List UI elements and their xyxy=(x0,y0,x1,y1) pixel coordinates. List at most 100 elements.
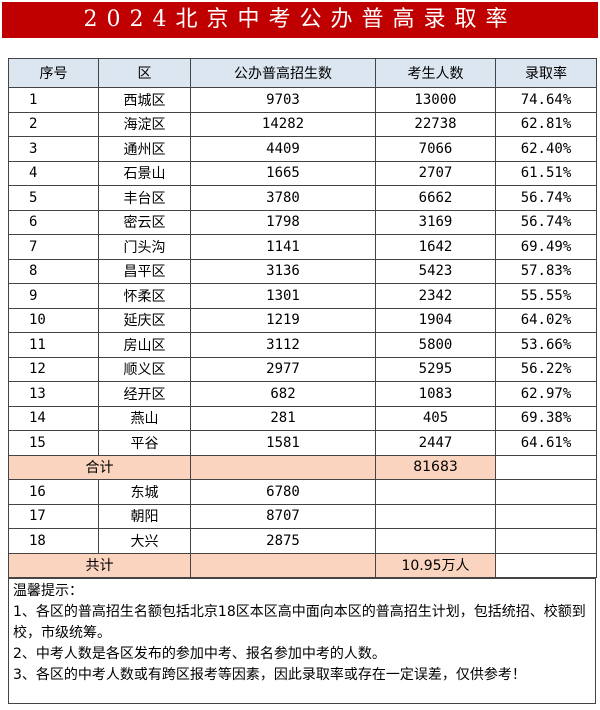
cell: 1904 xyxy=(375,307,496,333)
cell: 62.97% xyxy=(495,381,597,407)
cell: 6662 xyxy=(375,185,496,211)
cell: 燕山 xyxy=(98,405,191,431)
cell: 405 xyxy=(375,405,496,431)
row: 6 密云区 1798 3169 56.74% xyxy=(8,209,597,235)
cell: 56.22% xyxy=(495,356,597,382)
row: 13 经开区 682 1083 62.97% xyxy=(8,381,597,407)
cell: 1642 xyxy=(375,234,496,260)
empty-cell xyxy=(495,479,597,505)
row: 18 大兴 2875 xyxy=(8,528,597,554)
empty-cell xyxy=(375,528,496,554)
cell: 8707 xyxy=(190,503,376,529)
row: 12 顺义区 2977 5295 56.22% xyxy=(8,356,597,382)
header-cell: 公办普高招生数 xyxy=(190,58,376,88)
title: 2024北京中考公办普高录取率 xyxy=(2,2,598,38)
cell: 8 xyxy=(8,258,99,284)
cell: 2342 xyxy=(375,283,496,309)
cell: 16 xyxy=(8,479,99,505)
cell: 69.49% xyxy=(495,234,597,260)
row: 1 西城区 9703 13000 74.64% xyxy=(8,87,597,113)
cell: 64.61% xyxy=(495,430,597,456)
cell: 4409 xyxy=(190,136,376,162)
summary-value: 10.95万人 xyxy=(375,552,496,578)
cell: 5423 xyxy=(375,258,496,284)
summary-row: 共计 10.95万人 xyxy=(8,552,597,578)
empty-cell xyxy=(375,479,496,505)
cell: 3112 xyxy=(190,332,376,358)
row: 11 房山区 3112 5800 53.66% xyxy=(8,332,597,358)
cell: 55.55% xyxy=(495,283,597,309)
row: 3 通州区 4409 7066 62.40% xyxy=(8,136,597,162)
notes-title: 温馨提示： xyxy=(13,583,83,599)
cell: 56.74% xyxy=(495,209,597,235)
row: 16 东城 6780 xyxy=(8,479,597,505)
cell: 通州区 xyxy=(98,136,191,162)
cell: 1083 xyxy=(375,381,496,407)
cell: 丰台区 xyxy=(98,185,191,211)
empty-cell xyxy=(495,552,597,578)
cell: 3136 xyxy=(190,258,376,284)
cell: 1581 xyxy=(190,430,376,456)
cell: 57.83% xyxy=(495,258,597,284)
note-line: 3、各区的中考人数或有跨区报考等因素，因此录取率或存在一定误差，仅供参考！ xyxy=(13,667,526,683)
cell: 朝阳 xyxy=(98,503,191,529)
note-line: 1、各区的普高招生名额包括北京18区本区高中面向本区的普高招生计划，包括统招、校… xyxy=(13,604,586,641)
row: 4 石景山 1665 2707 61.51% xyxy=(8,160,597,186)
cell: 6780 xyxy=(190,479,376,505)
cell: 1665 xyxy=(190,160,376,186)
row: 14 燕山 281 405 69.38% xyxy=(8,405,597,431)
cell: 18 xyxy=(8,528,99,554)
notes: 温馨提示： 1、各区的普高招生名额包括北京18区本区高中面向本区的普高招生计划，… xyxy=(8,578,596,704)
cell: 62.81% xyxy=(495,111,597,137)
cell: 平谷 xyxy=(98,430,191,456)
cell: 14282 xyxy=(190,111,376,137)
cell: 房山区 xyxy=(98,332,191,358)
cell: 2707 xyxy=(375,160,496,186)
cell: 1798 xyxy=(190,209,376,235)
cell: 东城 xyxy=(98,479,191,505)
cell: 2447 xyxy=(375,430,496,456)
cell: 2875 xyxy=(190,528,376,554)
cell: 2 xyxy=(8,111,99,137)
cell: 9703 xyxy=(190,87,376,113)
cell: 12 xyxy=(8,356,99,382)
row: 7 门头沟 1141 1642 69.49% xyxy=(8,234,597,260)
summary-label: 共计 xyxy=(8,552,191,578)
cell: 3 xyxy=(8,136,99,162)
cell: 14 xyxy=(8,405,99,431)
table: 序号区公办普高招生数 考生人数 录取率 1 西城区 9703 13000 74.64% 2 海淀区… xyxy=(8,58,597,578)
cell: 22738 xyxy=(375,111,496,137)
cell: 10 xyxy=(8,307,99,333)
cell: 怀柔区 xyxy=(98,283,191,309)
row: 9 怀柔区 1301 2342 55.55% xyxy=(8,283,597,309)
cell: 682 xyxy=(190,381,376,407)
cell: 61.51% xyxy=(495,160,597,186)
cell: 56.74% xyxy=(495,185,597,211)
cell: 5 xyxy=(8,185,99,211)
cell: 昌平区 xyxy=(98,258,191,284)
empty-cell xyxy=(190,552,376,578)
header-cell: 考生人数 xyxy=(375,58,496,88)
row: 10 延庆区 1219 1904 64.02% xyxy=(8,307,597,333)
cell: 17 xyxy=(8,503,99,529)
summary-label: 合计 xyxy=(8,454,191,480)
empty-cell xyxy=(190,454,376,480)
cell: 62.40% xyxy=(495,136,597,162)
empty-cell xyxy=(375,503,496,529)
header-cell: 录取率 xyxy=(495,58,597,88)
cell: 64.02% xyxy=(495,307,597,333)
cell: 1 xyxy=(8,87,99,113)
row: 8 昌平区 3136 5423 57.83% xyxy=(8,258,597,284)
header-cell: 序号 xyxy=(8,58,99,88)
cell: 1219 xyxy=(190,307,376,333)
empty-cell xyxy=(495,528,597,554)
cell: 7066 xyxy=(375,136,496,162)
row: 15 平谷 1581 2447 64.61% xyxy=(8,430,597,456)
cell: 13000 xyxy=(375,87,496,113)
cell: 13 xyxy=(8,381,99,407)
cell: 5800 xyxy=(375,332,496,358)
empty-cell xyxy=(495,454,597,480)
cell: 海淀区 xyxy=(98,111,191,137)
header-row: 序号区公办普高招生数 考生人数 录取率 xyxy=(8,58,597,88)
cell: 7 xyxy=(8,234,99,260)
